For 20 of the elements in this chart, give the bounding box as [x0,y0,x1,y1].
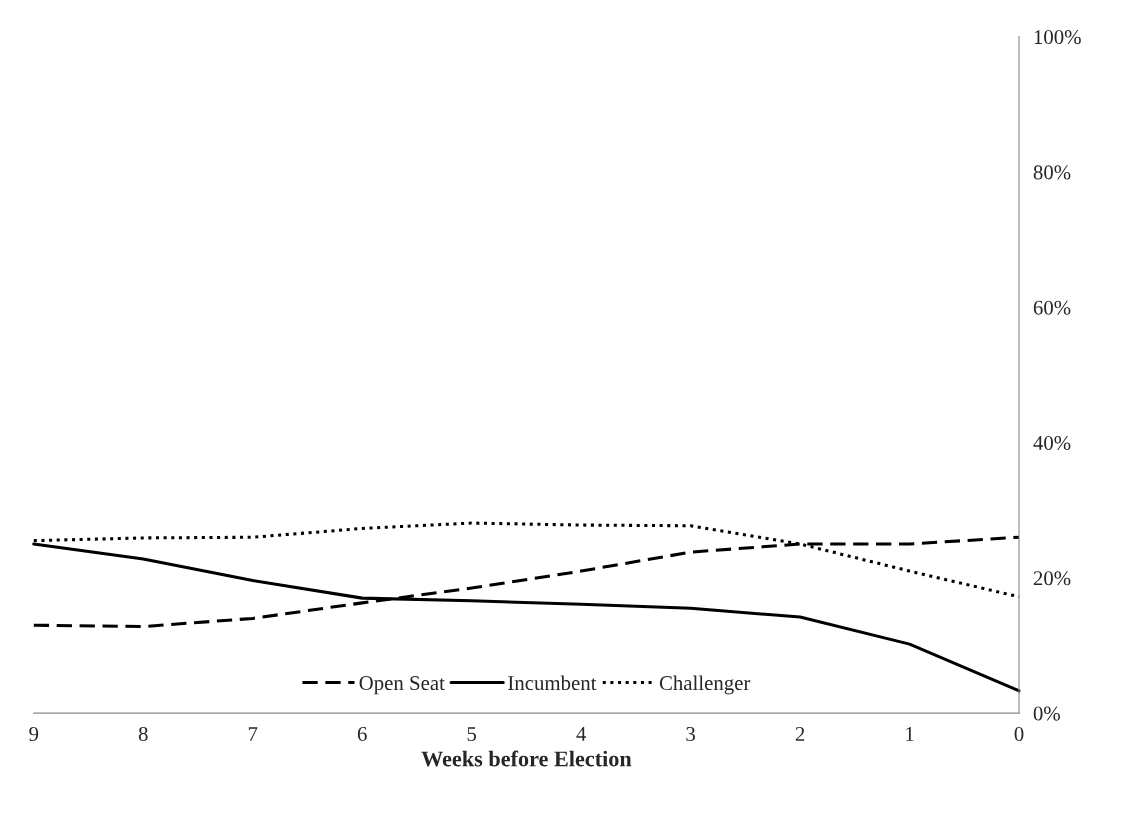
y-tick-label: 100% [1034,30,1081,45]
y-tick-label: 60% [1033,300,1071,315]
y-tick-label: 20% [1033,571,1071,586]
x-tick-label: 3 [686,726,696,741]
y-tick-label: 40% [1033,435,1071,451]
x-tick-label: 9 [29,726,39,741]
x-tick-label: 6 [357,726,367,741]
x-tick-label: 0 [1014,726,1024,741]
x-tick-label: 2 [795,726,805,741]
legend-label: Incumbent [508,675,597,691]
x-tick-label: 5 [467,727,477,741]
legend-label: Open Seat [359,676,445,695]
legend-label: Challenger [659,675,751,695]
x-tick-label: 1 [906,727,914,741]
x-axis-title: Weeks before Election [421,750,632,767]
x-tick-label: 4 [576,727,587,741]
x-tick-label: 7 [248,727,258,741]
y-tick-label: 0% [1033,706,1060,721]
x-tick-label: 8 [138,726,148,741]
y-tick-label: 80% [1033,165,1071,180]
